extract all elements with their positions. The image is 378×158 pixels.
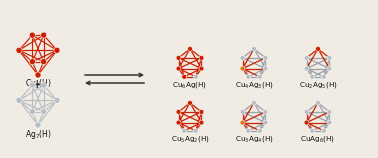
Circle shape: [35, 72, 41, 78]
Circle shape: [310, 74, 315, 79]
Circle shape: [327, 109, 332, 114]
Circle shape: [29, 59, 35, 65]
Circle shape: [321, 128, 326, 133]
Circle shape: [327, 55, 332, 60]
Circle shape: [187, 46, 192, 51]
Circle shape: [263, 55, 268, 60]
Circle shape: [41, 32, 47, 38]
Circle shape: [240, 66, 245, 71]
Circle shape: [316, 46, 321, 51]
Circle shape: [251, 100, 256, 105]
Circle shape: [193, 128, 198, 133]
Circle shape: [246, 74, 251, 79]
Circle shape: [29, 32, 35, 38]
Circle shape: [16, 47, 22, 53]
Circle shape: [257, 128, 262, 133]
Text: Cu$_7$(H): Cu$_7$(H): [25, 78, 51, 90]
Circle shape: [304, 66, 309, 71]
Text: Cu$_5$Ag$_2$(H): Cu$_5$Ag$_2$(H): [170, 134, 209, 144]
Circle shape: [199, 55, 204, 60]
Circle shape: [240, 120, 245, 125]
Text: Cu$_6$Ag(H): Cu$_6$Ag(H): [172, 80, 208, 90]
Circle shape: [327, 66, 332, 71]
Circle shape: [321, 74, 326, 79]
Circle shape: [29, 82, 35, 88]
Circle shape: [16, 97, 22, 103]
Circle shape: [304, 120, 309, 125]
Circle shape: [263, 120, 268, 125]
Circle shape: [263, 66, 268, 71]
Text: Cu$_2$Ag$_5$(H): Cu$_2$Ag$_5$(H): [299, 80, 337, 90]
Circle shape: [41, 59, 47, 65]
Circle shape: [193, 74, 198, 79]
Circle shape: [316, 100, 321, 105]
Text: Cu$_3$Ag$_4$(H): Cu$_3$Ag$_4$(H): [235, 134, 273, 144]
Circle shape: [54, 47, 60, 53]
Circle shape: [54, 97, 60, 103]
Circle shape: [199, 109, 204, 114]
Circle shape: [257, 74, 262, 79]
Circle shape: [187, 100, 192, 105]
Circle shape: [176, 66, 181, 71]
Circle shape: [263, 109, 268, 114]
Circle shape: [176, 55, 181, 60]
Circle shape: [41, 82, 47, 88]
Text: +: +: [32, 79, 42, 91]
Circle shape: [199, 66, 204, 71]
Text: Cu$_4$Ag$_3$(H): Cu$_4$Ag$_3$(H): [235, 80, 273, 90]
Circle shape: [41, 109, 47, 115]
Text: CuAg$_6$(H): CuAg$_6$(H): [301, 134, 336, 144]
Circle shape: [199, 120, 204, 125]
Circle shape: [327, 120, 332, 125]
Circle shape: [29, 109, 35, 115]
Circle shape: [182, 74, 187, 79]
Circle shape: [240, 55, 245, 60]
Circle shape: [304, 55, 309, 60]
Text: Ag$_7$(H): Ag$_7$(H): [25, 128, 51, 141]
Circle shape: [246, 128, 251, 133]
Circle shape: [176, 109, 181, 114]
Circle shape: [35, 122, 41, 128]
Circle shape: [182, 128, 187, 133]
Circle shape: [176, 120, 181, 125]
Circle shape: [240, 109, 245, 114]
Circle shape: [304, 109, 309, 114]
Circle shape: [251, 46, 256, 51]
Circle shape: [310, 128, 315, 133]
